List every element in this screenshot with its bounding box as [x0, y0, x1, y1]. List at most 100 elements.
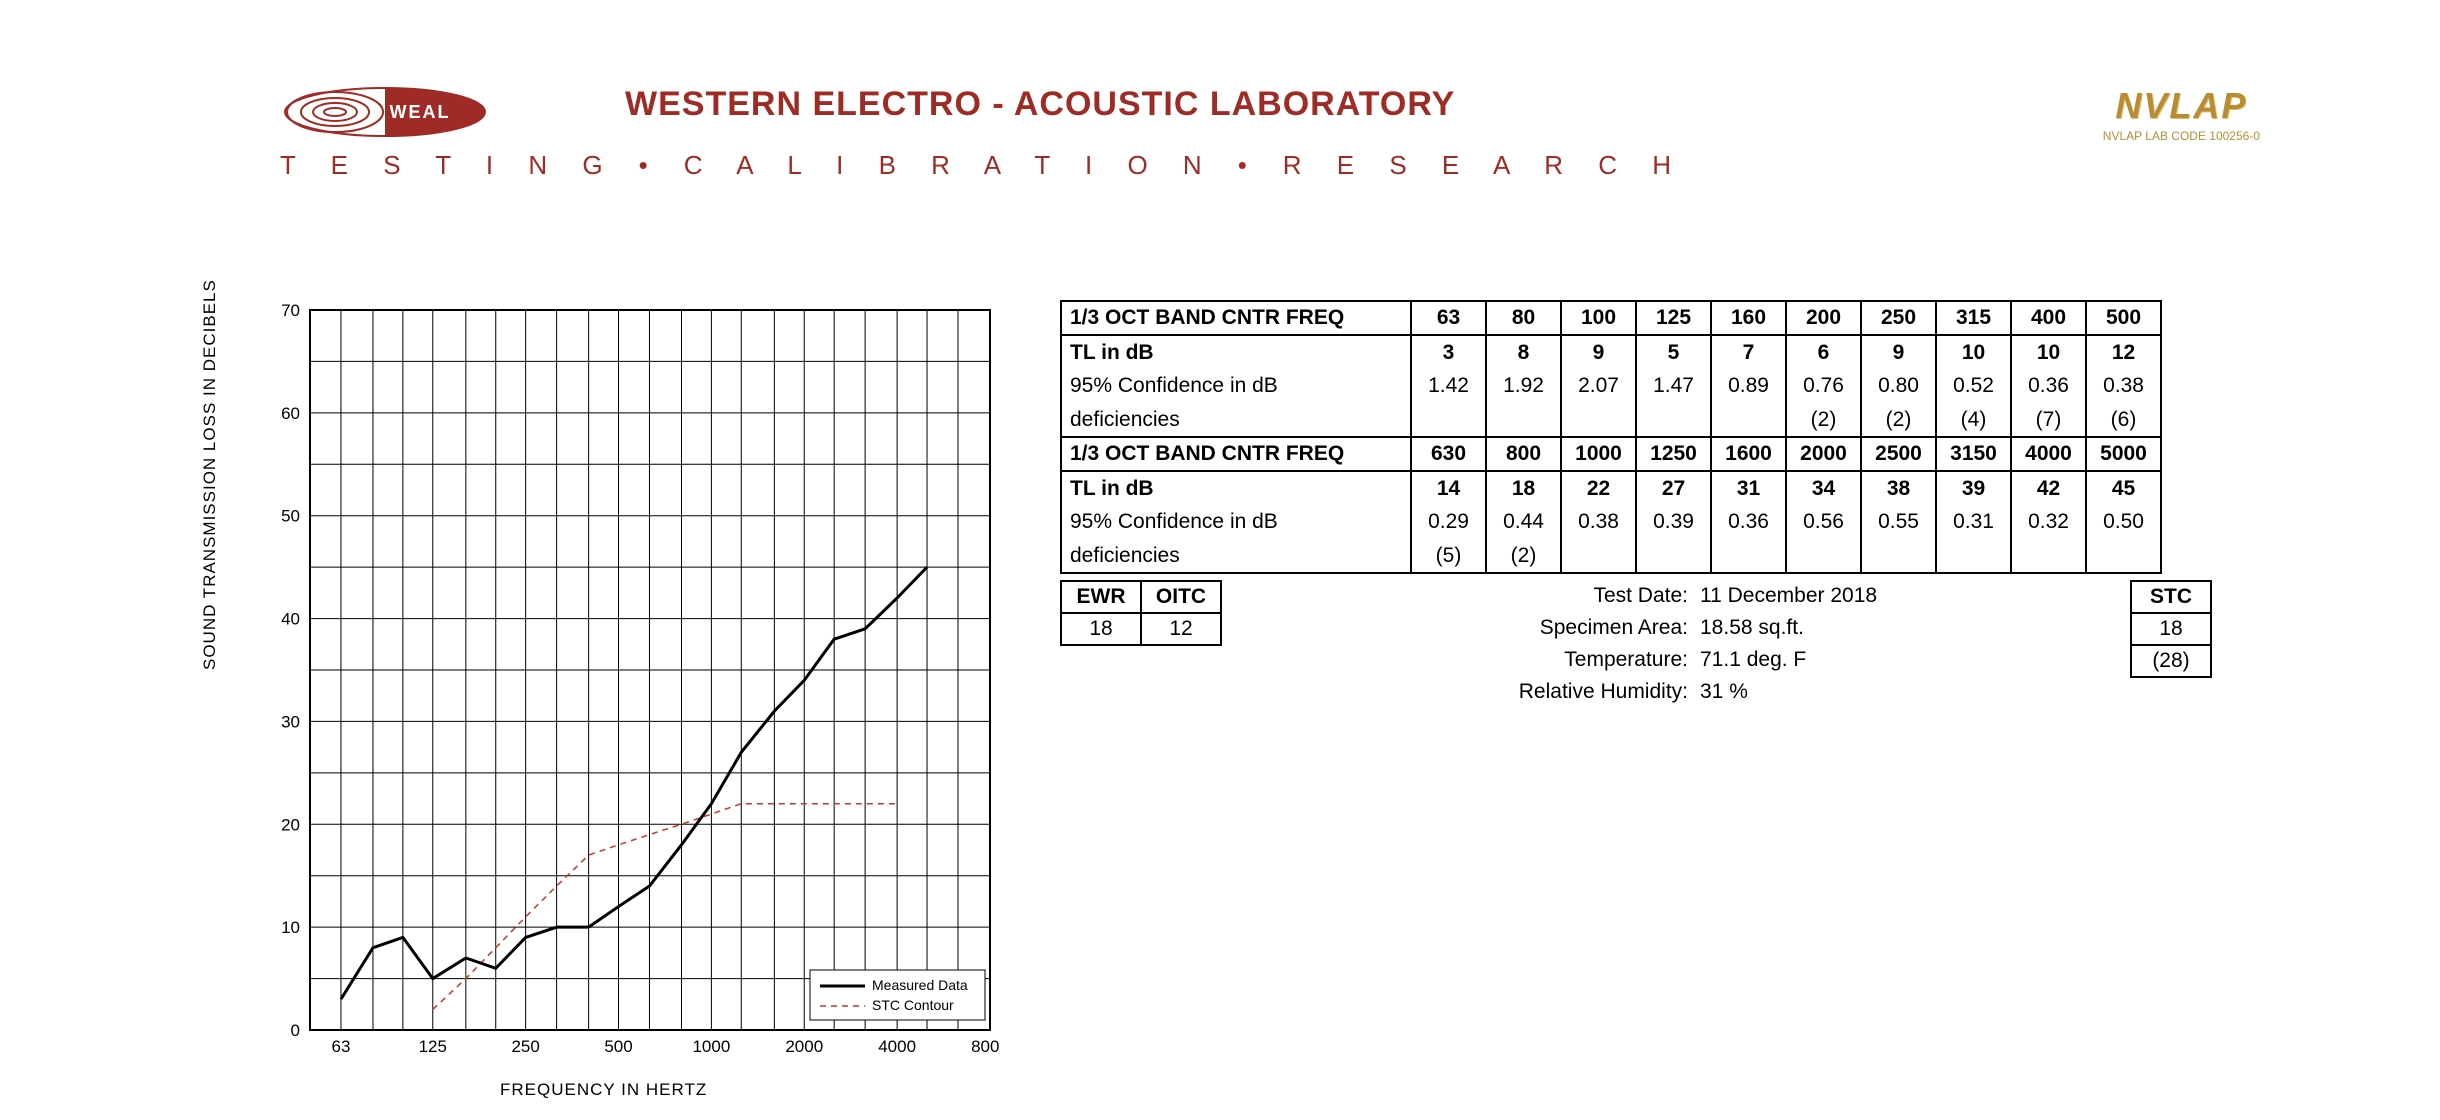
meta-row: Temperature:71.1 deg. F — [1400, 644, 1877, 676]
data-cell: (2) — [1861, 403, 1936, 437]
data-cell: 9 — [1861, 335, 1936, 369]
data-cell — [1711, 539, 1786, 573]
data-cell: (7) — [2011, 403, 2086, 437]
svg-text:125: 125 — [419, 1037, 447, 1056]
data-cell: 34 — [1786, 471, 1861, 505]
svg-text:30: 30 — [281, 712, 300, 731]
data-cell — [1786, 539, 1861, 573]
data-cell — [1636, 403, 1711, 437]
data-cell — [2086, 539, 2161, 573]
chart-ylabel: SOUND TRANSMISSION LOSS IN DECIBELS — [200, 279, 220, 670]
svg-text:2000: 2000 — [785, 1037, 823, 1056]
mini-header: OITC — [1141, 581, 1221, 613]
svg-text:50: 50 — [281, 507, 300, 526]
svg-text:8000: 8000 — [971, 1037, 1000, 1056]
nvlap-accreditation: NVLAP NVLAP LAB CODE 100256-0 — [2103, 85, 2260, 143]
freq-cell: 4000 — [2011, 437, 2086, 471]
data-cell: (5) — [1411, 539, 1486, 573]
data-cell: 12 — [2086, 335, 2161, 369]
data-cell: 38 — [1861, 471, 1936, 505]
svg-text:0: 0 — [291, 1021, 300, 1040]
data-cell: 0.56 — [1786, 505, 1861, 539]
freq-cell: 63 — [1411, 301, 1486, 335]
data-cell: 5 — [1636, 335, 1711, 369]
data-cell — [1861, 539, 1936, 573]
data-cell: 0.38 — [1561, 505, 1636, 539]
data-cell: 0.50 — [2086, 505, 2161, 539]
freq-cell: 1250 — [1636, 437, 1711, 471]
mini-value: (28) — [2131, 645, 2211, 677]
svg-text:1000: 1000 — [692, 1037, 730, 1056]
data-cell: 0.38 — [2086, 369, 2161, 403]
freq-cell: 1000 — [1561, 437, 1636, 471]
meta-value: 71.1 deg. F — [1700, 644, 1806, 676]
data-cell — [1936, 539, 2011, 573]
data-cell: (4) — [1936, 403, 2011, 437]
data-cell: 0.36 — [1711, 505, 1786, 539]
mini-header: STC — [2131, 581, 2211, 613]
mini-value: 18 — [1061, 613, 1141, 645]
svg-text:10: 10 — [281, 918, 300, 937]
data-cell: 31 — [1711, 471, 1786, 505]
meta-value: 31 % — [1700, 676, 1748, 708]
data-cell: 0.29 — [1411, 505, 1486, 539]
meta-value: 18.58 sq.ft. — [1700, 612, 1804, 644]
data-cell: 39 — [1936, 471, 2011, 505]
svg-text:70: 70 — [281, 301, 300, 320]
data-cell: 8 — [1486, 335, 1561, 369]
svg-text:250: 250 — [511, 1037, 539, 1056]
data-cell: 0.80 — [1861, 369, 1936, 403]
nvlap-code: NVLAP LAB CODE 100256-0 — [2103, 129, 2260, 143]
data-cell: 0.39 — [1636, 505, 1711, 539]
freq-cell: 315 — [1936, 301, 2011, 335]
meta-key: Test Date: — [1400, 580, 1700, 612]
svg-text:40: 40 — [281, 610, 300, 629]
data-cell: 0.76 — [1786, 369, 1861, 403]
row-header: 1/3 OCT BAND CNTR FREQ — [1061, 301, 1411, 335]
data-cell: 0.55 — [1861, 505, 1936, 539]
meta-row: Relative Humidity:31 % — [1400, 676, 1877, 708]
row-label: TL in dB — [1061, 471, 1411, 505]
meta-key: Temperature: — [1400, 644, 1700, 676]
ewr-oitc-table: EWROITC1812 — [1060, 580, 1222, 646]
test-metadata: Test Date:11 December 2018Specimen Area:… — [1400, 580, 1877, 708]
row-label: deficiencies — [1061, 403, 1411, 437]
data-cell: 27 — [1636, 471, 1711, 505]
data-cell: 9 — [1561, 335, 1636, 369]
data-cell: 0.31 — [1936, 505, 2011, 539]
chart-canvas: 0102030405060706312525050010002000400080… — [260, 300, 1000, 1060]
freq-cell: 200 — [1786, 301, 1861, 335]
row-header: 1/3 OCT BAND CNTR FREQ — [1061, 437, 1411, 471]
svg-text:4000: 4000 — [878, 1037, 916, 1056]
data-cell: 0.32 — [2011, 505, 2086, 539]
freq-cell: 2500 — [1861, 437, 1936, 471]
freq-table-upper: 1/3 OCT BAND CNTR FREQ638010012516020025… — [1060, 300, 2162, 438]
svg-text:20: 20 — [281, 815, 300, 834]
data-cell: 1.92 — [1486, 369, 1561, 403]
data-cell — [1711, 403, 1786, 437]
data-cell — [1561, 403, 1636, 437]
data-cell: 22 — [1561, 471, 1636, 505]
freq-cell: 800 — [1486, 437, 1561, 471]
data-cell: 14 — [1411, 471, 1486, 505]
data-cell: 10 — [2011, 335, 2086, 369]
row-label: 95% Confidence in dB — [1061, 369, 1411, 403]
freq-cell: 1600 — [1711, 437, 1786, 471]
data-cell — [1636, 539, 1711, 573]
data-cell: 0.36 — [2011, 369, 2086, 403]
mini-value: 12 — [1141, 613, 1221, 645]
data-cell — [1486, 403, 1561, 437]
nvlap-logo-icon: NVLAP — [2103, 85, 2260, 127]
chart-xlabel: FREQUENCY IN HERTZ — [500, 1080, 707, 1100]
mini-value: 18 — [2131, 613, 2211, 645]
data-cell: 0.52 — [1936, 369, 2011, 403]
data-cell: 42 — [2011, 471, 2086, 505]
data-cell: 1.42 — [1411, 369, 1486, 403]
svg-text:500: 500 — [604, 1037, 632, 1056]
data-cell: 45 — [2086, 471, 2161, 505]
data-cell: (6) — [2086, 403, 2161, 437]
data-cell — [2011, 539, 2086, 573]
row-label: deficiencies — [1061, 539, 1411, 573]
svg-text:WEAL: WEAL — [390, 102, 451, 122]
meta-key: Relative Humidity: — [1400, 676, 1700, 708]
